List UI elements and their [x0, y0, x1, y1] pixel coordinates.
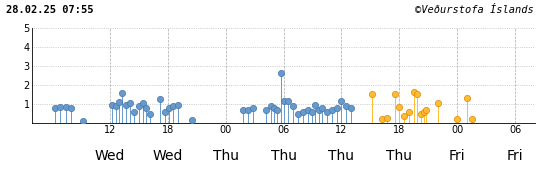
Text: ©Veðurstofa Íslands: ©Veðurstofa Íslands	[415, 5, 534, 15]
Text: 28.02.25 07:55: 28.02.25 07:55	[6, 5, 94, 15]
